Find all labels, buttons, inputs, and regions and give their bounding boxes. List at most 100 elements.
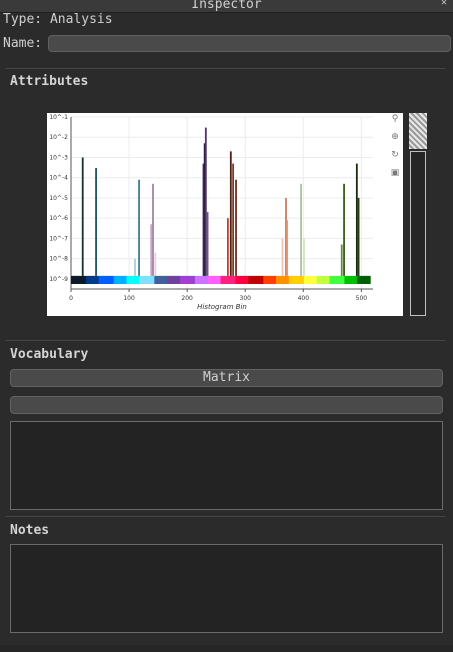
matrix-button[interactable]: Matrix <box>10 369 443 387</box>
spectrum-band-segment <box>205 275 209 284</box>
histogram-bar <box>286 220 289 276</box>
spectrum-band-segment <box>85 275 89 284</box>
zoom-icon[interactable]: ⚲ <box>391 114 399 124</box>
spectrum-band-segment <box>214 275 217 284</box>
scroll-thumb[interactable] <box>409 113 427 149</box>
spectrum-band-segment <box>209 275 213 284</box>
notes-textarea[interactable] <box>10 544 443 633</box>
spectrum-band-segment <box>357 275 361 284</box>
spectrum-band-segment <box>81 275 85 284</box>
spectrum-band-segment <box>156 275 160 284</box>
histogram-chart[interactable]: 10^-9 10^-8 10^-7 10^-6 10^-5 10^-4 10^-3 10^-2… <box>47 113 403 316</box>
spectrum-band-segment <box>212 275 215 284</box>
type-label: Type: Analysis <box>3 12 113 27</box>
spectrum-band-segment <box>141 275 145 284</box>
spectrum-band-segment <box>107 275 111 284</box>
x-tick-label: 400 <box>298 295 310 302</box>
spectrum-band-segment <box>75 275 79 284</box>
spectrum-band-segment <box>167 275 170 284</box>
spectrum-band-segment <box>303 275 307 284</box>
spectrum-band-segment <box>201 275 205 284</box>
histogram-bar <box>203 143 206 276</box>
spectrum-band-segment <box>361 275 365 284</box>
spectrum-band-segment <box>293 275 296 284</box>
spectrum-band-segment <box>120 275 123 284</box>
spectrum-band-segment <box>171 275 175 284</box>
spectrum-band-segment <box>353 275 356 284</box>
spectrum-band-segment <box>338 275 341 284</box>
reset-icon[interactable]: ↻ <box>391 150 399 160</box>
spectrum-band-segment <box>291 275 294 284</box>
spectrum-band-segment <box>320 275 324 284</box>
x-tick-label: 500 <box>356 295 368 302</box>
spectrum-band-segment <box>188 275 192 284</box>
vocabulary-select[interactable] <box>10 396 443 414</box>
name-input[interactable] <box>48 35 451 52</box>
spectrum-band-segment <box>314 275 318 284</box>
save-icon[interactable]: ▣ <box>390 168 400 178</box>
pan-icon[interactable]: ⊕ <box>391 132 399 142</box>
spectrum-band-segment <box>282 275 286 284</box>
spectrum-band-segment <box>111 275 115 284</box>
spectrum-band-segment <box>248 275 252 284</box>
x-tick-label: 300 <box>240 295 252 302</box>
spectrum-band-segment <box>152 275 155 284</box>
histogram-bar <box>235 179 237 276</box>
spectrum-band-segment <box>308 275 311 284</box>
spectrum-band-segment <box>135 275 138 284</box>
y-tick-label: 10^-1 <box>49 114 68 121</box>
spectrum-band-segment <box>175 275 179 284</box>
spectrum-band-segment <box>348 275 352 284</box>
spectrum-band-segment <box>252 275 256 284</box>
spectrum-band-segment <box>346 275 350 284</box>
spectrum-band-segment <box>132 275 136 284</box>
divider <box>5 68 445 69</box>
spectrum-band-segment <box>186 275 190 284</box>
spectrum-band-segment <box>237 275 241 284</box>
spectrum-band-segment <box>246 275 249 284</box>
spectrum-band-segment <box>299 275 303 284</box>
spectrum-band-segment <box>83 275 87 284</box>
divider <box>5 340 445 341</box>
vocabulary-textarea[interactable] <box>10 421 443 510</box>
spectrum-band-segment <box>344 275 348 284</box>
spectrum-band-segment <box>254 275 258 284</box>
spectrum-band-segment <box>267 275 271 284</box>
spectrum-band-segment <box>192 275 196 284</box>
spectrum-band-segment <box>143 275 147 284</box>
spectrum-band-segment <box>220 275 224 284</box>
spectrum-band-segment <box>179 275 183 284</box>
spectrum-band-segment <box>98 275 102 284</box>
spectrum-band-segment <box>297 275 301 284</box>
spectrum-band-segment <box>105 275 108 284</box>
histogram-bar <box>204 127 207 276</box>
spectrum-band-segment <box>173 275 177 284</box>
spectrum-band-segment <box>229 275 232 284</box>
vocabulary-section-title: Vocabulary <box>10 347 89 362</box>
spectrum-band-segment <box>137 275 140 284</box>
spectrum-band-segment <box>103 275 106 284</box>
spectrum-band-segment <box>197 275 200 284</box>
y-tick-label: 10^-4 <box>49 175 68 182</box>
close-icon[interactable]: ✕ <box>440 0 448 8</box>
spectrum-band-segment <box>160 275 164 284</box>
spectrum-band-segment <box>278 275 281 284</box>
spectrum-band-segment <box>190 275 194 284</box>
spectrum-band-segment <box>71 275 74 284</box>
histogram-bar <box>340 244 343 276</box>
scroll-track[interactable] <box>410 151 426 316</box>
histogram-bar <box>303 238 305 276</box>
spectrum-band-segment <box>284 275 288 284</box>
attributes-scrollbar[interactable] <box>409 113 427 316</box>
histogram-bar <box>300 183 302 276</box>
spectrum-band-segment <box>90 275 93 284</box>
spectrum-band-segment <box>306 275 309 284</box>
divider <box>5 516 445 517</box>
histogram-bar <box>150 224 153 276</box>
spectrum-band-segment <box>350 275 354 284</box>
histogram-plot: 10^-9 10^-8 10^-7 10^-6 10^-5 10^-4 10^-3 10^-2… <box>49 114 373 311</box>
histogram-bar <box>232 163 235 276</box>
spectrum-band-segment <box>128 275 132 284</box>
histogram-bar <box>154 252 157 276</box>
spectrum-band-segment <box>139 275 143 284</box>
